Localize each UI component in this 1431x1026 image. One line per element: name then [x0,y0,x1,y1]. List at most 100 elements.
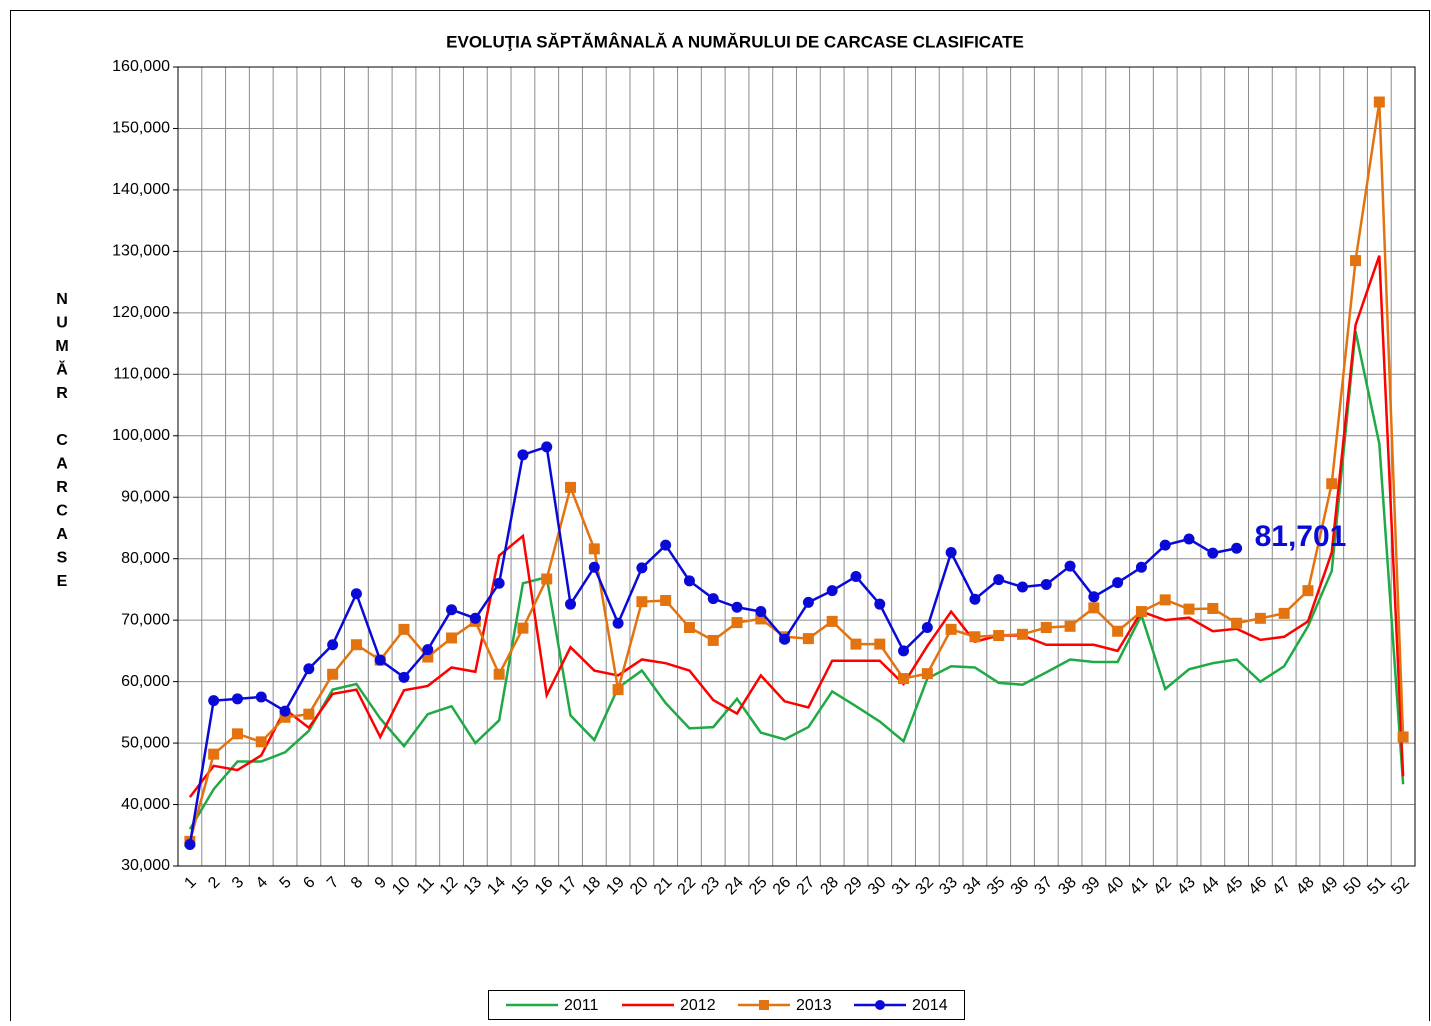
marker [1207,547,1219,559]
marker [493,577,505,589]
marker [208,748,220,760]
marker [636,596,648,608]
marker [945,547,957,559]
marker [517,449,529,461]
y-tick-label: 150,000 [112,120,170,137]
marker [755,613,767,625]
marker [1231,542,1243,554]
marker [993,630,1005,642]
series-line [188,255,1405,798]
marker [398,671,410,683]
marker [422,644,434,656]
marker [255,736,267,748]
marker [802,633,814,645]
marker [255,691,267,703]
marker [779,633,791,645]
series-line [188,331,1405,830]
y-tick-label: 160,000 [112,58,170,75]
legend-marker [875,1000,885,1010]
y-tick-label: 100,000 [112,427,170,444]
marker [993,574,1005,586]
marker [184,838,196,850]
marker [1207,602,1219,614]
marker [1088,602,1100,614]
marker [1231,617,1243,629]
marker [1135,561,1147,573]
marker [1373,96,1385,108]
y-tick-label: 40,000 [121,796,170,813]
series-line [188,101,1405,842]
marker [612,684,624,696]
marker [588,543,600,555]
marker [565,481,577,493]
marker [1064,620,1076,632]
marker [612,617,624,629]
marker [755,606,767,618]
data-label: 81,701 [1255,520,1347,553]
marker [874,598,886,610]
marker [1112,577,1124,589]
marker [565,598,577,610]
marker [1112,625,1124,637]
marker [731,617,743,629]
marker [826,585,838,597]
y-tick-label: 120,000 [112,304,170,321]
marker [1088,591,1100,603]
marker [1064,560,1076,572]
y-tick-label: 140,000 [112,181,170,198]
marker [1135,606,1147,618]
marker [1159,539,1171,551]
marker [921,668,933,680]
legend-label: 2014 [912,997,948,1014]
marker [683,622,695,634]
y-tick-label: 60,000 [121,673,170,690]
y-tick-label: 130,000 [112,243,170,260]
marker [874,638,886,650]
marker [422,651,434,663]
marker [541,573,553,585]
y-tick-label: 80,000 [121,550,170,567]
marker [707,634,719,646]
marker [446,632,458,644]
y-tick-label: 110,000 [113,366,170,383]
marker [446,604,458,616]
marker [850,638,862,650]
plot-border [177,66,1416,867]
marker [493,668,505,680]
marker [1397,731,1409,743]
marker [303,663,315,675]
y-tick-label: 30,000 [121,857,170,874]
marker [541,441,553,453]
y-tick-label: 90,000 [121,488,170,505]
marker [327,639,339,651]
marker [802,596,814,608]
marker [1254,612,1266,624]
marker [231,693,243,705]
marker [398,623,410,635]
marker [303,708,315,720]
marker [1350,255,1362,267]
marker [231,728,243,740]
marker [1159,594,1171,606]
marker [660,539,672,551]
marker [517,622,529,634]
marker [660,594,672,606]
marker [826,615,838,627]
marker [374,654,386,666]
marker [1278,607,1290,619]
marker [350,588,362,600]
chart-title: EVOLUŢIA SĂPTĂMÂNALĂ A NUMĂRULUI DE CARC… [446,32,1024,51]
marker [1040,579,1052,591]
marker [850,571,862,583]
marker [969,631,981,643]
y-tick-label: 70,000 [121,611,170,628]
marker [350,639,362,651]
legend-marker [759,1000,769,1010]
marker [1326,478,1338,490]
legend-label: 2011 [564,997,599,1014]
marker [636,562,648,574]
marker [588,561,600,573]
marker [731,601,743,613]
